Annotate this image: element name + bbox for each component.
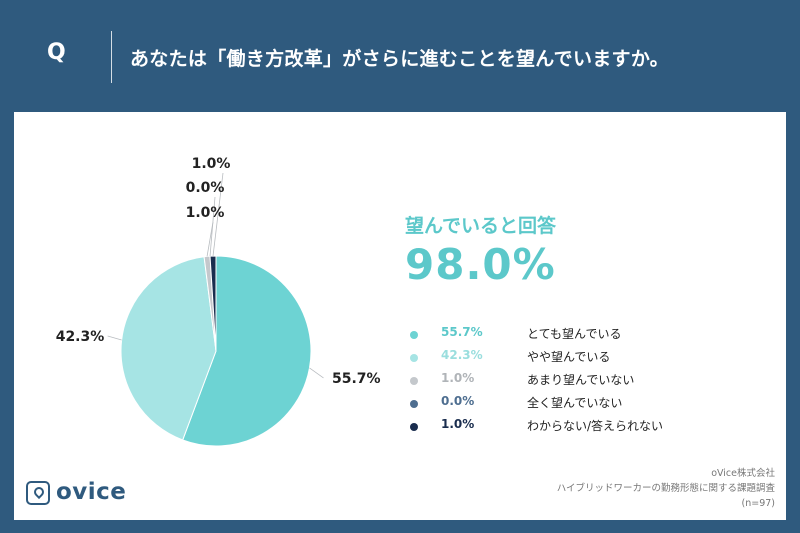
- logo-text: ovice: [56, 479, 127, 505]
- question-header: Q あなたは「働き方改革」がさらに進むことを望んでいますか。: [0, 0, 800, 112]
- header-divider: [111, 31, 112, 83]
- leader-line: [309, 367, 324, 379]
- source-sample: (n=97): [741, 498, 775, 509]
- ovice-logo-icon: [26, 481, 50, 505]
- legend-dot: [410, 423, 418, 431]
- slice-value-label: 1.0%: [186, 205, 225, 221]
- slice-value-label: 1.0%: [192, 156, 231, 172]
- slice-value-label: 42.3%: [56, 329, 105, 345]
- legend-item: 55.7% とても望んでいる: [410, 325, 790, 348]
- question-marker: Q: [47, 40, 66, 65]
- legend-percent: 55.7%: [441, 325, 483, 339]
- leader-line: [107, 335, 122, 341]
- legend-dot: [410, 354, 418, 362]
- source-survey: ハイブリッドワーカーの勤務形態に関する課題調査: [556, 483, 775, 494]
- summary-value: 98.0%: [405, 240, 556, 289]
- legend-label: とても望んでいる: [527, 327, 622, 341]
- legend-percent: 42.3%: [441, 348, 483, 362]
- legend-dot: [410, 377, 418, 385]
- legend-item: 1.0% わからない/答えられない: [410, 417, 790, 440]
- legend-label: わからない/答えられない: [527, 419, 664, 433]
- slice-value-label: 55.7%: [332, 371, 381, 387]
- legend-label: あまり望んでいない: [527, 373, 635, 387]
- source-note: oVice株式会社 ハイブリッドワーカーの勤務形態に関する課題調査 (n=97): [557, 466, 775, 511]
- legend-percent: 1.0%: [441, 371, 475, 385]
- pie-slice: [182, 255, 312, 447]
- leader-line: [212, 172, 224, 257]
- legend-item: 1.0% あまり望んでいない: [410, 371, 790, 394]
- slice-value-label: 0.0%: [186, 180, 225, 196]
- leader-line: [206, 221, 214, 257]
- summary-title: 望んでいると回答: [405, 215, 557, 237]
- source-company: oVice株式会社: [711, 468, 775, 479]
- leader-line: [209, 196, 216, 257]
- chart-legend: 55.7% とても望んでいる 42.3% やや望んでいる 1.0% あまり望んで…: [410, 325, 790, 440]
- legend-percent: 0.0%: [441, 394, 475, 408]
- legend-item: 0.0% 全く望んでいない: [410, 394, 790, 417]
- legend-item: 42.3% やや望んでいる: [410, 348, 790, 371]
- question-text: あなたは「働き方改革」がさらに進むことを望んでいますか。: [130, 48, 670, 70]
- legend-dot: [410, 331, 418, 339]
- legend-label: 全く望んでいない: [527, 396, 623, 410]
- legend-percent: 1.0%: [441, 417, 475, 431]
- legend-label: やや望んでいる: [527, 350, 611, 364]
- legend-dot: [410, 400, 418, 408]
